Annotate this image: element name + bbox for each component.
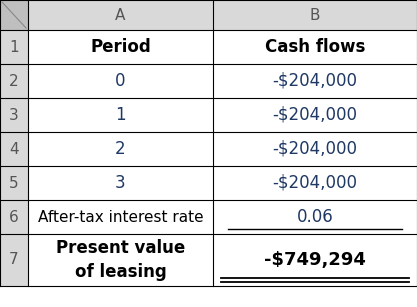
Text: Present value
of leasing: Present value of leasing bbox=[56, 239, 185, 281]
Bar bbox=[213, 200, 417, 234]
Text: 1: 1 bbox=[115, 106, 126, 124]
Bar bbox=[28, 166, 213, 200]
Bar bbox=[28, 98, 213, 132]
Text: 2: 2 bbox=[9, 73, 19, 88]
Bar bbox=[213, 234, 417, 286]
Text: -$204,000: -$204,000 bbox=[272, 72, 357, 90]
Text: B: B bbox=[310, 7, 320, 22]
Text: A: A bbox=[116, 7, 126, 22]
Text: -$749,294: -$749,294 bbox=[264, 251, 366, 269]
Bar bbox=[0, 0, 28, 30]
Text: 2: 2 bbox=[115, 140, 126, 158]
Text: 5: 5 bbox=[9, 176, 19, 191]
Text: -$204,000: -$204,000 bbox=[272, 174, 357, 192]
Text: 0.06: 0.06 bbox=[296, 208, 333, 226]
Text: 4: 4 bbox=[9, 142, 19, 157]
Text: 1: 1 bbox=[9, 40, 19, 55]
Text: 0: 0 bbox=[115, 72, 126, 90]
Text: 7: 7 bbox=[9, 252, 19, 267]
Bar bbox=[213, 30, 417, 64]
Bar bbox=[0, 64, 28, 98]
Text: Period: Period bbox=[90, 38, 151, 56]
Bar bbox=[0, 234, 28, 286]
Text: -$204,000: -$204,000 bbox=[272, 106, 357, 124]
Bar bbox=[28, 234, 213, 286]
Bar bbox=[0, 30, 28, 64]
Bar bbox=[28, 30, 213, 64]
Bar bbox=[213, 64, 417, 98]
Bar bbox=[213, 98, 417, 132]
Bar bbox=[213, 132, 417, 166]
Bar bbox=[28, 64, 213, 98]
Bar bbox=[213, 0, 417, 30]
Bar bbox=[28, 132, 213, 166]
Text: 3: 3 bbox=[9, 107, 19, 122]
Bar bbox=[28, 0, 213, 30]
Text: Cash flows: Cash flows bbox=[265, 38, 365, 56]
Bar bbox=[0, 200, 28, 234]
Bar bbox=[28, 200, 213, 234]
Bar bbox=[0, 132, 28, 166]
Bar bbox=[0, 166, 28, 200]
Bar bbox=[0, 98, 28, 132]
Text: After-tax interest rate: After-tax interest rate bbox=[38, 209, 203, 224]
Text: 3: 3 bbox=[115, 174, 126, 192]
Text: -$204,000: -$204,000 bbox=[272, 140, 357, 158]
Bar bbox=[213, 166, 417, 200]
Text: 6: 6 bbox=[9, 209, 19, 224]
